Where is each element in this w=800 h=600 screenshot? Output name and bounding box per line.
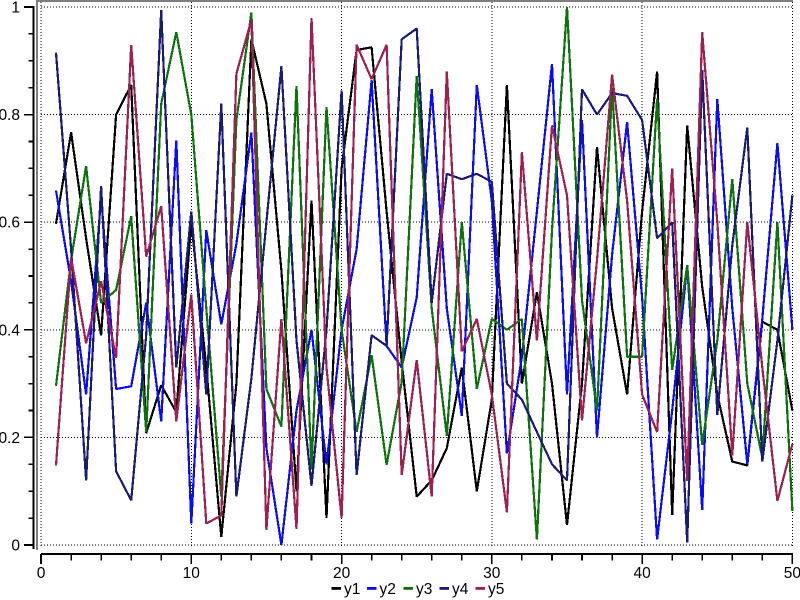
svg-text:0.6: 0.6 — [0, 215, 20, 232]
svg-text:y2: y2 — [380, 581, 396, 598]
svg-text:50: 50 — [784, 565, 800, 582]
svg-text:20: 20 — [333, 565, 351, 582]
svg-text:0.2: 0.2 — [0, 430, 20, 447]
svg-text:1: 1 — [11, 0, 20, 17]
svg-text:10: 10 — [183, 565, 201, 582]
svg-text:40: 40 — [633, 565, 651, 582]
svg-text:0.8: 0.8 — [0, 107, 20, 124]
svg-text:y5: y5 — [488, 581, 504, 598]
svg-text:0.4: 0.4 — [0, 322, 20, 339]
svg-text:y4: y4 — [452, 581, 469, 598]
svg-text:0: 0 — [11, 538, 20, 555]
svg-text:30: 30 — [483, 565, 501, 582]
svg-text:y1: y1 — [344, 581, 360, 598]
svg-text:0: 0 — [37, 565, 46, 582]
svg-text:y3: y3 — [416, 581, 432, 598]
